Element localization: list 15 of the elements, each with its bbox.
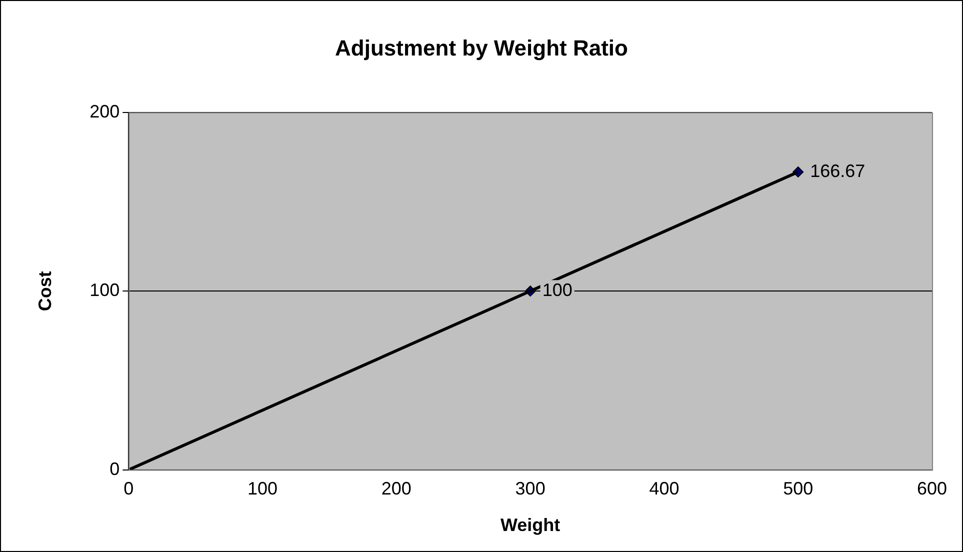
x-axis-title: Weight — [500, 515, 560, 536]
x-tick-label: 0 — [124, 478, 134, 499]
data-label: 100 — [542, 280, 572, 300]
x-tick-label: 600 — [916, 478, 948, 499]
chart-title: Adjustment by Weight Ratio — [335, 35, 628, 60]
x-tick-label: 100 — [248, 478, 278, 499]
x-tick-label: 400 — [649, 478, 680, 499]
y-tick-label: 200 — [90, 101, 120, 122]
x-tick-label: 500 — [783, 478, 814, 499]
y-tick-label: 100 — [90, 280, 120, 300]
y-tick-label: 0 — [110, 458, 120, 479]
x-tick-label: 300 — [515, 478, 546, 499]
y-axis-title: Cost — [34, 271, 55, 312]
data-label: 166.67 — [810, 160, 866, 181]
x-tick-label: 200 — [381, 478, 412, 499]
